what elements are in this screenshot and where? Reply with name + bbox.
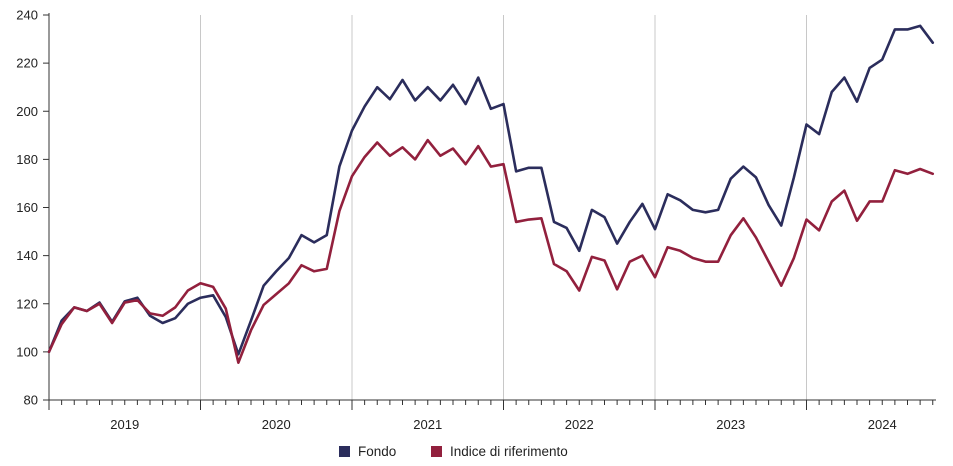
- x-tick-label-2024: 2024: [868, 417, 897, 432]
- y-tick-label-240: 240: [16, 8, 38, 23]
- legend-swatch-fondo: [339, 446, 350, 457]
- legend-swatch-indice: [431, 446, 442, 457]
- legend: Fondo Indice di riferimento: [339, 444, 568, 459]
- x-tick-label-2021: 2021: [413, 417, 442, 432]
- legend-label-fondo: Fondo: [358, 444, 396, 459]
- x-tick-label-2019: 2019: [110, 417, 139, 432]
- y-axis: 80 100 120 140 160 180 200 220 240: [16, 8, 50, 408]
- series-line-indice-di-riferimento: [47, 138, 935, 365]
- y-tick-label-180: 180: [16, 152, 38, 167]
- x-tick-label-2020: 2020: [262, 417, 291, 432]
- y-tick-label-100: 100: [16, 344, 38, 359]
- y-tick-label-200: 200: [16, 104, 38, 119]
- x-tick-label-2022: 2022: [565, 417, 594, 432]
- x-tick-label-2023: 2023: [716, 417, 745, 432]
- series-lines: [47, 24, 935, 365]
- x-axis: 2019 2020 2021 2022 2023 2024: [48, 399, 936, 432]
- y-tick-label-160: 160: [16, 200, 38, 215]
- legend-label-indice: Indice di riferimento: [450, 444, 568, 459]
- y-tick-label-140: 140: [16, 248, 38, 263]
- year-gridlines: [200, 15, 807, 400]
- y-tick-label-80: 80: [24, 393, 38, 408]
- series-line-fondo: [47, 24, 935, 356]
- y-tick-label-120: 120: [16, 296, 38, 311]
- y-tick-label-220: 220: [16, 56, 38, 71]
